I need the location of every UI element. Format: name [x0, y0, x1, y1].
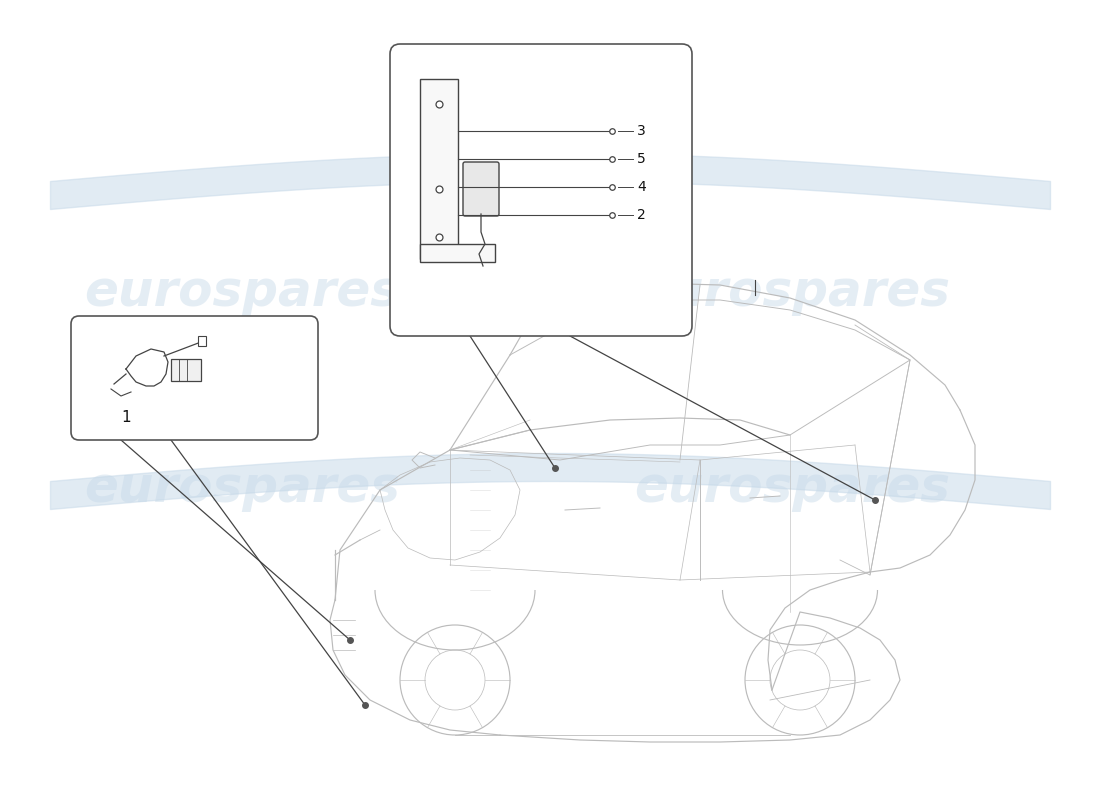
FancyBboxPatch shape: [463, 162, 499, 216]
Bar: [198, 336, 206, 346]
Bar: [420, 79, 458, 259]
Text: 1: 1: [121, 410, 131, 425]
Text: eurospares: eurospares: [84, 464, 400, 512]
Text: eurospares: eurospares: [634, 464, 950, 512]
FancyBboxPatch shape: [390, 44, 692, 336]
Text: eurospares: eurospares: [84, 268, 400, 316]
Text: eurospares: eurospares: [634, 268, 950, 316]
Bar: [170, 359, 201, 381]
Bar: [420, 244, 495, 262]
Text: 5: 5: [637, 152, 646, 166]
Text: 2: 2: [637, 208, 646, 222]
FancyBboxPatch shape: [72, 316, 318, 440]
Text: 4: 4: [637, 180, 646, 194]
Text: 3: 3: [637, 124, 646, 138]
